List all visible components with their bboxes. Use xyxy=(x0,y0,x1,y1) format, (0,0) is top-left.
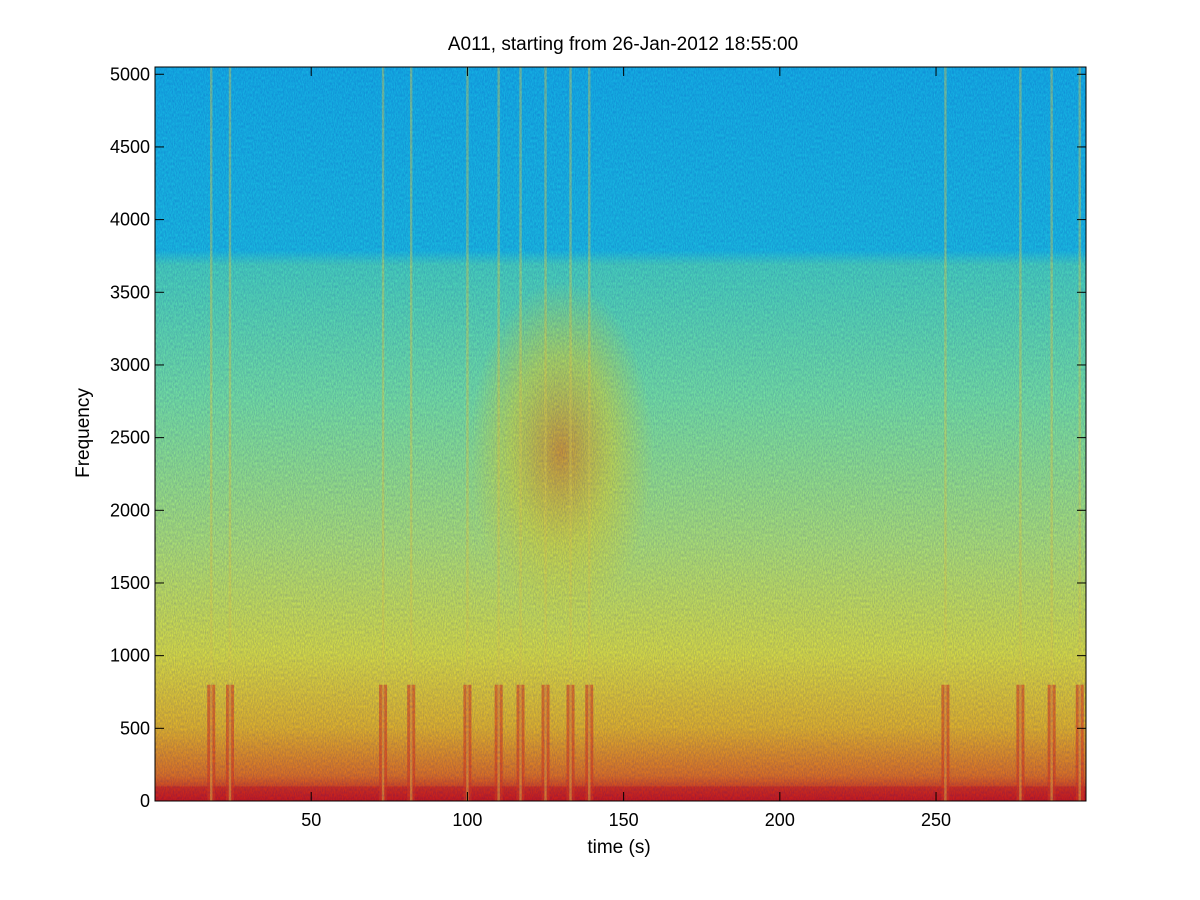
spectrogram-noise-texture xyxy=(155,67,1086,801)
y-tick-label: 3500 xyxy=(110,282,150,302)
x-tick-label: 250 xyxy=(921,810,951,830)
y-tick-label: 3000 xyxy=(110,355,150,375)
plot-area xyxy=(155,67,1086,801)
y-tick-label: 5000 xyxy=(110,64,150,84)
y-tick-label: 4500 xyxy=(110,137,150,157)
y-tick-label: 2500 xyxy=(110,428,150,448)
y-tick-label: 0 xyxy=(140,791,150,811)
y-tick-label: 2000 xyxy=(110,500,150,520)
axes-frame xyxy=(154,66,1087,802)
x-tick-label: 100 xyxy=(452,810,482,830)
y-axis-label: Frequency xyxy=(73,388,94,478)
x-axis-label: time (s) xyxy=(587,837,650,858)
x-tick-label: 200 xyxy=(765,810,795,830)
x-tick-label: 50 xyxy=(301,810,321,830)
x-axis-ticks: 50 100 150 200 250 xyxy=(301,67,951,830)
y-tick-label: 1000 xyxy=(110,646,150,666)
chart-title: A011, starting from 26-Jan-2012 18:55:00 xyxy=(448,34,798,55)
y-tick-label: 500 xyxy=(120,718,150,738)
y-tick-label: 4000 xyxy=(110,210,150,230)
y-tick-label: 1500 xyxy=(110,573,150,593)
x-tick-label: 150 xyxy=(609,810,639,830)
y-axis-ticks: 0 500 1000 1500 2000 2500 3000 3500 4000 4500 5000 xyxy=(110,64,1086,811)
